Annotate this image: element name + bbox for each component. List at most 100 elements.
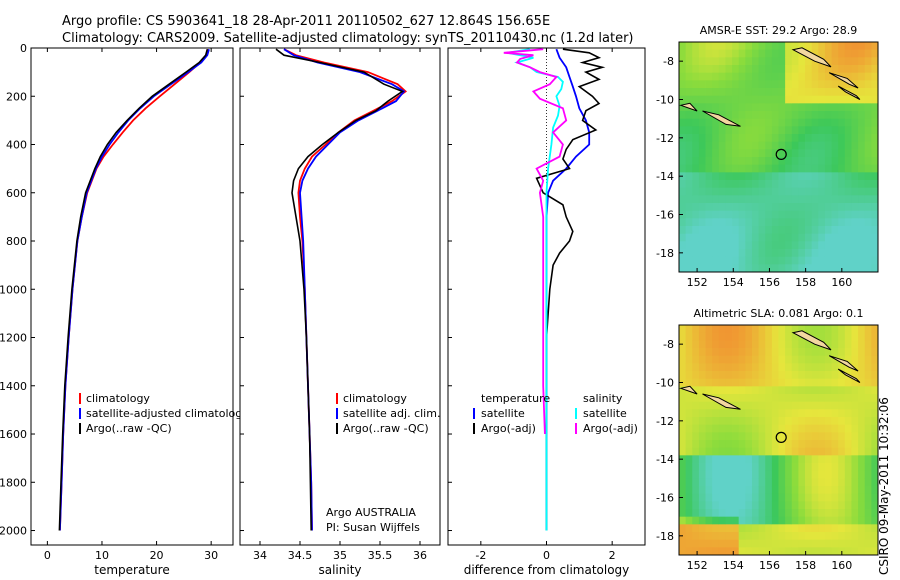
sla_map-cell xyxy=(698,332,706,341)
sst_map-cell xyxy=(712,134,720,143)
sla_map-cell xyxy=(824,470,832,479)
sst_map-cell xyxy=(851,80,859,89)
sst_map-cell xyxy=(851,218,859,227)
sla_map-cell xyxy=(824,501,832,510)
sst_map-cell xyxy=(758,233,766,242)
map-ytick-label: -8 xyxy=(663,338,674,351)
sla_map-cell xyxy=(718,394,726,403)
sla_map-cell xyxy=(778,509,786,518)
sla_map-cell xyxy=(785,409,793,418)
sla_map-cell xyxy=(758,417,766,426)
sst_map-cell xyxy=(858,241,866,250)
sst_map-cell xyxy=(692,134,700,143)
sla_map-cell xyxy=(679,325,687,334)
sla_map-cell xyxy=(758,332,766,341)
sst_map-cell xyxy=(851,141,859,150)
sst_map-cell xyxy=(798,42,806,51)
sst_map-cell xyxy=(871,203,879,212)
sla_map-cell xyxy=(824,447,832,456)
sst_map-cell xyxy=(732,118,740,127)
sst_map-cell xyxy=(805,126,813,135)
sst_map-cell xyxy=(824,42,832,51)
sla_map-cell xyxy=(791,547,799,556)
sla_map-cell xyxy=(785,348,793,357)
sst_map-cell xyxy=(785,180,793,189)
sla_map-cell xyxy=(811,509,819,518)
sst_map-cell xyxy=(838,141,846,150)
sst_map-cell xyxy=(811,164,819,173)
sst_map-cell xyxy=(712,226,720,235)
sla_map-cell xyxy=(805,424,813,433)
sst_map-cell xyxy=(712,264,720,273)
sla_map-cell xyxy=(692,493,700,502)
sst_map-cell xyxy=(692,126,700,135)
sla_map-cell xyxy=(738,501,746,510)
sst_map-cell xyxy=(751,180,759,189)
sla_map-cell xyxy=(765,401,773,410)
sst_map-cell xyxy=(679,88,687,97)
legend-entry: satellite adj. clim. xyxy=(343,407,440,420)
sla_map-cell xyxy=(738,340,746,349)
sla_map-cell xyxy=(679,332,687,341)
sst_map-frame xyxy=(678,41,879,273)
sla_map-cell xyxy=(798,371,806,380)
sla_map-cell xyxy=(844,401,852,410)
sst_map-cell xyxy=(692,164,700,173)
sst_map-cell xyxy=(685,57,693,66)
sla_map-cell xyxy=(858,455,866,464)
sst_map-cell xyxy=(685,80,693,89)
sla_map-cell xyxy=(818,486,826,495)
sla_map-cell xyxy=(705,455,713,464)
sla_map-cell xyxy=(692,378,700,387)
sla_map-cell xyxy=(871,332,879,341)
sst_map-cell xyxy=(858,256,866,265)
sst_map-cell xyxy=(838,80,846,89)
sst_map-cell xyxy=(818,80,826,89)
sst_map-cell xyxy=(698,118,706,127)
sla_map-cell xyxy=(805,455,813,464)
sst_map-cell xyxy=(778,218,786,227)
sst_map-cell xyxy=(705,249,713,258)
sst_map-cell xyxy=(705,42,713,51)
sla_map-cell xyxy=(844,478,852,487)
sla_map-cell xyxy=(732,516,740,525)
sla_map-cell xyxy=(791,432,799,441)
sst_map-cell xyxy=(732,256,740,265)
sla_map-cell xyxy=(798,486,806,495)
sst_map-cell xyxy=(824,49,832,58)
sst_map-cell xyxy=(685,172,693,181)
sst_map-cell xyxy=(844,218,852,227)
sst_map-cell xyxy=(758,42,766,51)
sla_map-cell xyxy=(765,493,773,502)
sst_map-cell xyxy=(805,57,813,66)
sla_map-cell xyxy=(725,493,733,502)
sst_map-cell xyxy=(698,134,706,143)
island-outline xyxy=(678,102,698,112)
sla_map-cell xyxy=(831,401,839,410)
sla_map-cell xyxy=(698,440,706,449)
sla_map-cell xyxy=(785,463,793,472)
sst_map-cell xyxy=(851,42,859,51)
sla_map-cell xyxy=(685,440,693,449)
sst_map-cell xyxy=(771,111,779,120)
sla_map-cell xyxy=(751,401,759,410)
sst_map-cell xyxy=(811,134,819,143)
sst_map-cell xyxy=(751,88,759,97)
sla_map-cell xyxy=(692,539,700,548)
sla_map-cell xyxy=(725,486,733,495)
sst_map-cell xyxy=(698,164,706,173)
sst_map-cell xyxy=(811,118,819,127)
sla_map-cell xyxy=(698,455,706,464)
sst_map-cell xyxy=(732,264,740,273)
sst_map-cell xyxy=(798,180,806,189)
sst_map-cell xyxy=(838,111,846,120)
sla_map-cell xyxy=(751,493,759,502)
sst_map-cell xyxy=(718,157,726,166)
sla_map-cell xyxy=(732,447,740,456)
sla_map-cell xyxy=(831,532,839,541)
sst_map-cell xyxy=(738,187,746,196)
sla_map-cell xyxy=(831,501,839,510)
sla_map-cell xyxy=(871,325,879,334)
sla_map-cell xyxy=(725,532,733,541)
